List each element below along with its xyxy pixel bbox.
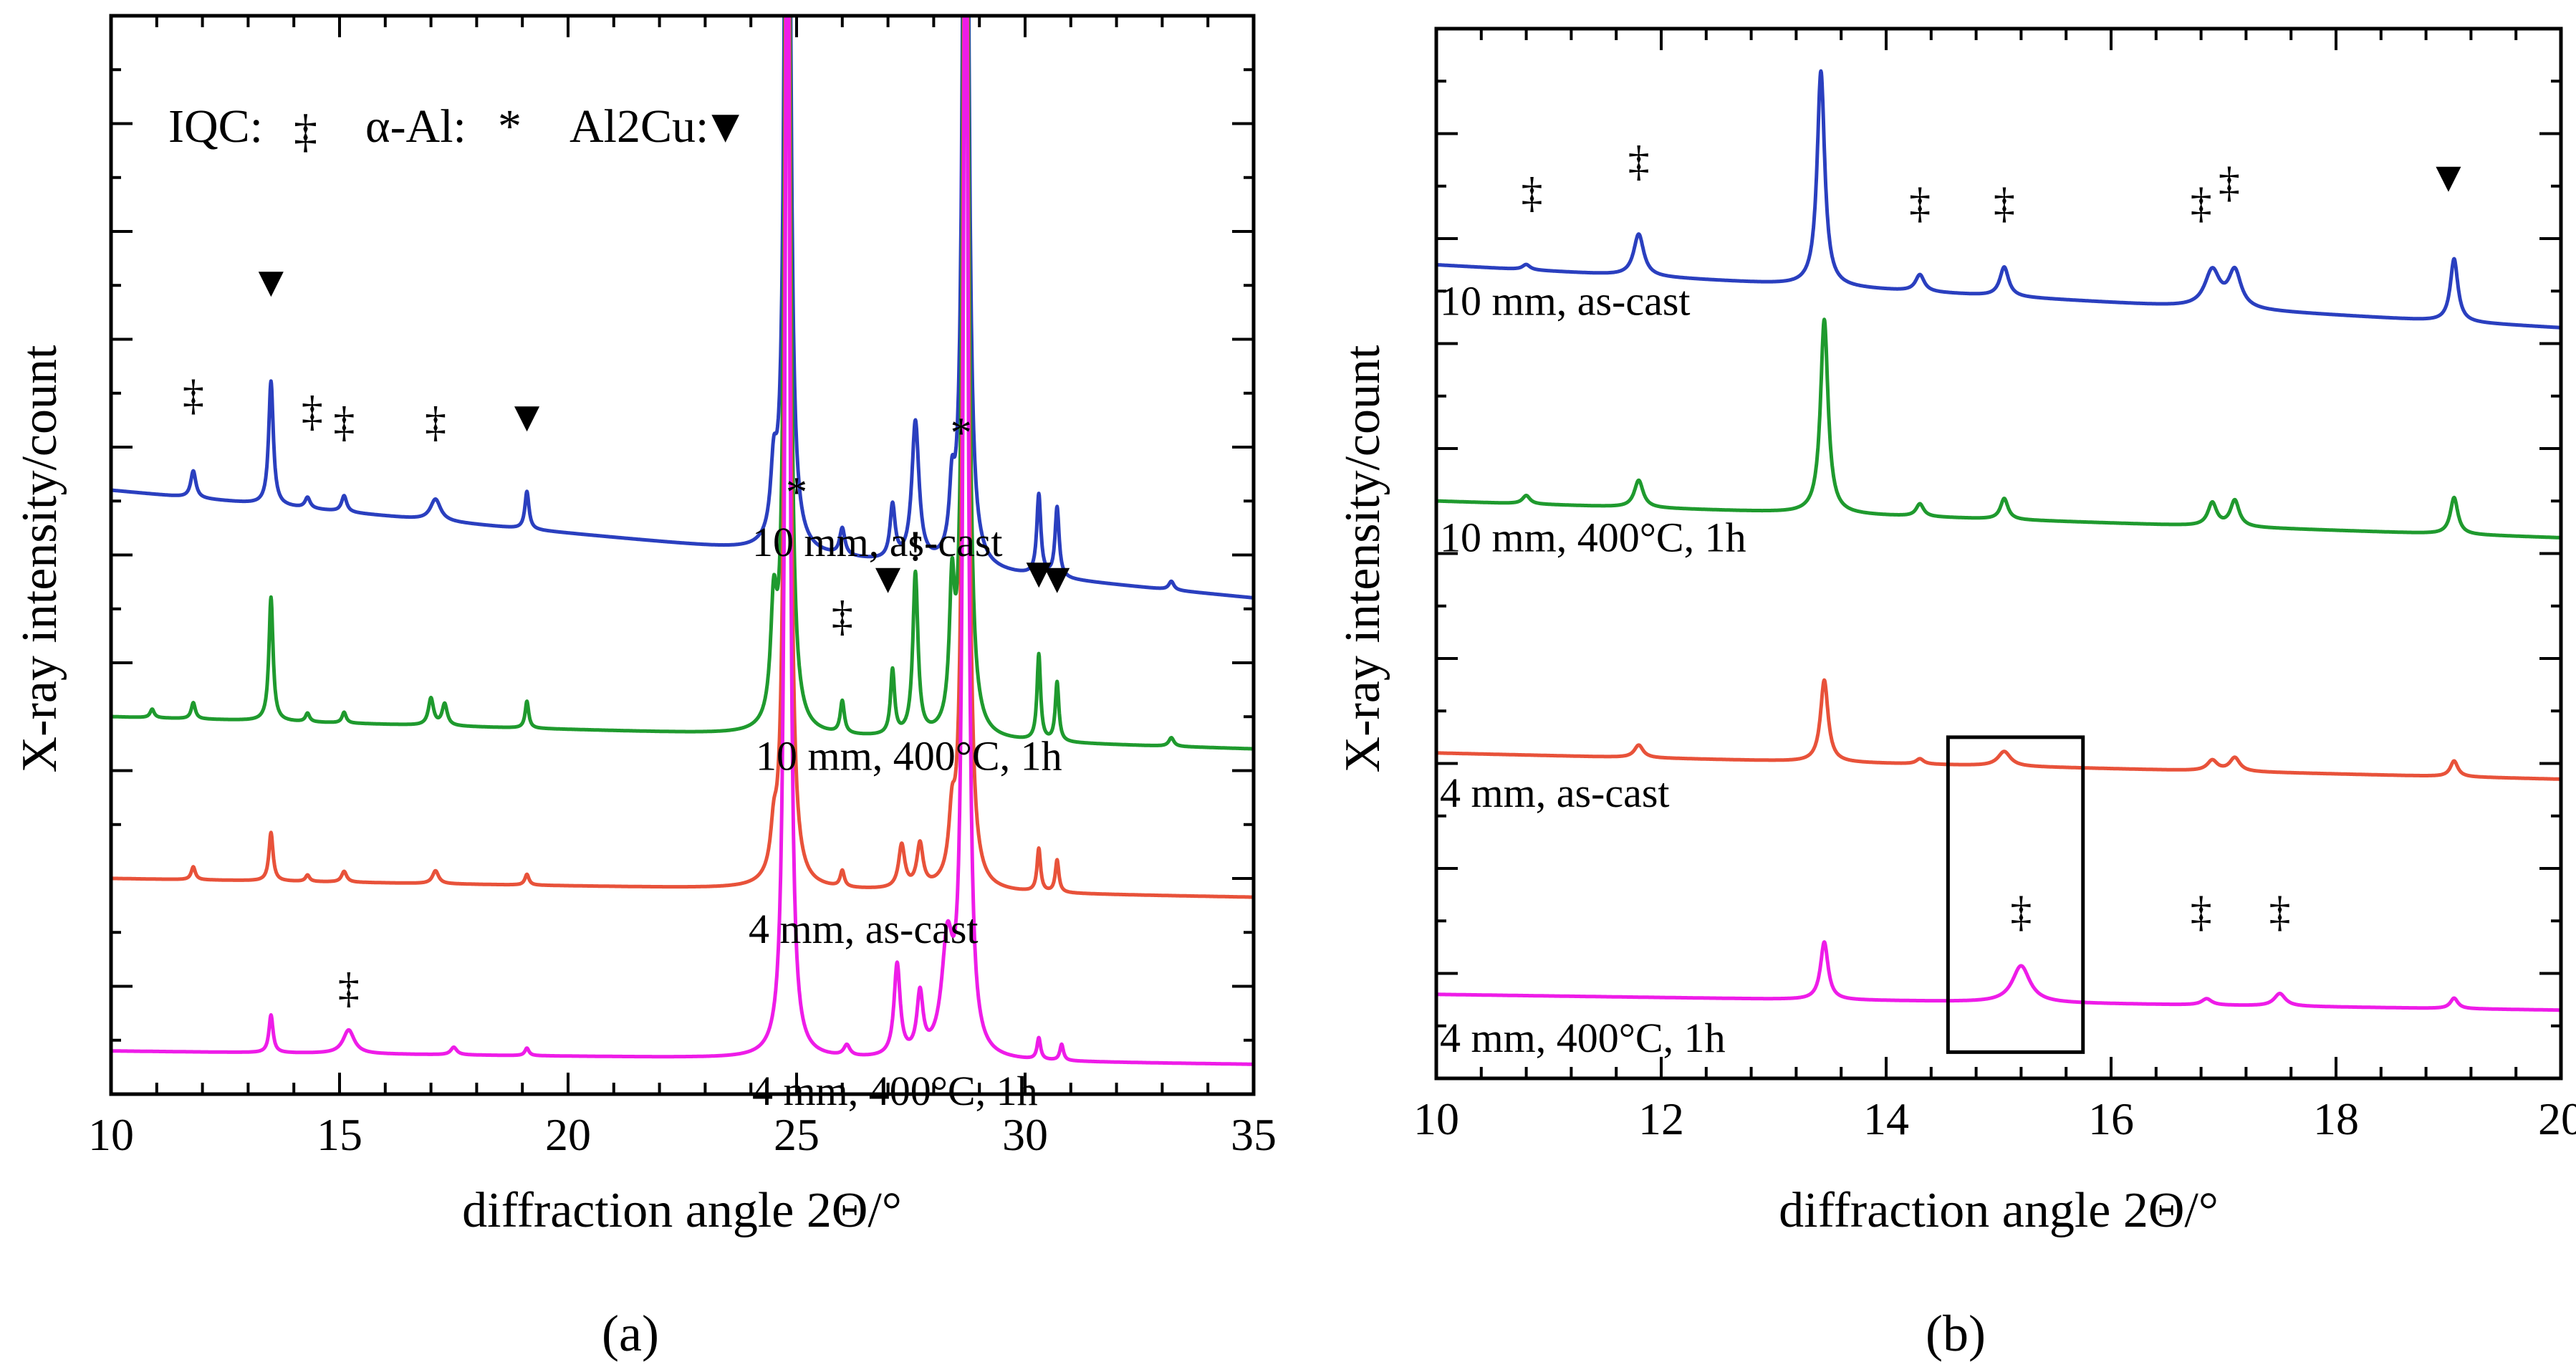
peak-marker: ‡ <box>2219 158 2240 206</box>
peak-marker: ‡ <box>1909 180 1931 227</box>
panel-b: 10 12 14 16 18 20 10 mm, as-cast 10 mm, 400°C,… <box>1335 27 2576 1362</box>
panel-b-frame <box>1434 27 2563 1081</box>
peak-marker: ▼ <box>2427 153 2469 201</box>
x-tick-label: 20 <box>545 1109 591 1160</box>
x-tick-label: 14 <box>1863 1093 1909 1144</box>
peak-marker: ‡ <box>2269 888 2291 936</box>
panel-b-xlabel: diffraction angle 2Θ/° <box>1779 1183 2219 1238</box>
series-line <box>111 16 1254 600</box>
peak-marker: ‡ <box>183 371 204 418</box>
series-line <box>111 16 1254 899</box>
x-tick-label: 35 <box>1231 1109 1277 1160</box>
series-label: 10 mm, as-cast <box>752 519 1003 565</box>
legend-al-symbol: * <box>498 100 522 153</box>
panel-a-series <box>111 16 1254 1066</box>
series-line <box>1436 940 2561 1012</box>
legend-al2cu-symbol: ▼ <box>702 100 749 153</box>
panel-a-legend: IQC: ‡ α-Al: * Al2Cu: ▼ <box>168 100 749 158</box>
x-tick-label: 10 <box>88 1109 134 1160</box>
peak-marker: ‡ <box>2191 180 2212 227</box>
series-line <box>1436 69 2561 330</box>
peak-marker: ! <box>908 522 923 570</box>
series-label: 4 mm, as-cast <box>749 906 979 952</box>
peak-marker: ‡ <box>2010 888 2032 936</box>
x-tick-label: 18 <box>2313 1093 2359 1144</box>
panel-a: 10 15 20 25 30 35 10 mm, as-cast 10 mm, 400°C,… <box>12 14 1277 1362</box>
panel-a-ylabel: X-ray intensity/count <box>12 345 67 772</box>
series-line <box>111 16 1254 1066</box>
x-tick-label: 25 <box>774 1109 820 1160</box>
series-line <box>111 16 1254 751</box>
panel-b-series <box>1436 69 2561 1012</box>
panel-a-markers: ‡▼‡ ‡ ‡ ▼*‡▼!*▼▼‡ <box>183 258 1079 1012</box>
peak-marker: ▼ <box>867 555 909 602</box>
peak-marker: ‡ <box>1521 169 1542 216</box>
x-tick-label: 30 <box>1002 1109 1048 1160</box>
panel-b-ticks: 10 12 14 16 18 20 <box>1413 27 2576 1144</box>
peak-marker: ‡ <box>832 593 853 640</box>
series-label: 10 mm, 400°C, 1h <box>1440 514 1746 560</box>
peak-marker: ‡ <box>338 964 360 1012</box>
peak-marker: * <box>951 409 972 456</box>
series-label: 4 mm, 400°C, 1h <box>1440 1015 1726 1061</box>
peak-marker: ‡ <box>425 398 446 446</box>
x-tick-label: 10 <box>1413 1093 1459 1144</box>
peak-marker: ‡ <box>1994 180 2015 227</box>
panel-b-ylabel: X-ray intensity/count <box>1335 345 1390 772</box>
panel-a-xlabel: diffraction angle 2Θ/° <box>462 1183 902 1238</box>
panel-b-label: (b) <box>1926 1305 1986 1362</box>
peak-marker: ▼ <box>1036 555 1078 602</box>
panel-b-series-labels: 10 mm, as-cast 10 mm, 400°C, 1h 4 mm, as-c… <box>1440 278 1746 1061</box>
x-tick-label: 20 <box>2538 1093 2576 1144</box>
peak-marker: * <box>786 469 807 516</box>
legend-iqc-symbol: ‡ <box>294 105 317 158</box>
peak-marker: ‡ <box>2191 888 2212 936</box>
series-line <box>1436 678 2561 781</box>
peak-marker: ▼ <box>506 393 548 440</box>
x-tick-label: 12 <box>1638 1093 1684 1144</box>
x-tick-label: 16 <box>2088 1093 2134 1144</box>
peak-marker: ‡ <box>302 388 323 435</box>
legend-al2cu-label: Al2Cu: <box>569 100 708 153</box>
peak-marker: ‡ <box>333 398 355 446</box>
x-tick-label: 15 <box>317 1109 362 1160</box>
peak-marker: ‡ <box>1628 138 1650 185</box>
panel-a-series-labels: 10 mm, as-cast 10 mm, 400°C, 1h 4 mm, as-c… <box>749 519 1062 1114</box>
series-label: 4 mm, 400°C, 1h <box>752 1068 1038 1114</box>
highlight-box <box>1946 735 2085 1054</box>
series-line <box>1436 317 2561 540</box>
panel-a-ticks: 10 15 20 25 30 35 <box>88 14 1277 1160</box>
peak-marker: ▼ <box>250 258 292 305</box>
panel-b-markers: ‡‡▼‡‡‡‡▼‡‡‡ <box>1521 138 2469 936</box>
series-label: 10 mm, as-cast <box>1440 278 1691 325</box>
legend-iqc-label: IQC: <box>168 100 263 153</box>
panel-a-frame <box>109 14 1256 1096</box>
series-label: 4 mm, as-cast <box>1440 770 1670 816</box>
legend-al-label: α-Al: <box>365 100 466 153</box>
series-label: 10 mm, 400°C, 1h <box>756 732 1062 779</box>
peak-marker: ▼ <box>1017 550 1059 597</box>
panel-a-label: (a) <box>602 1305 659 1362</box>
